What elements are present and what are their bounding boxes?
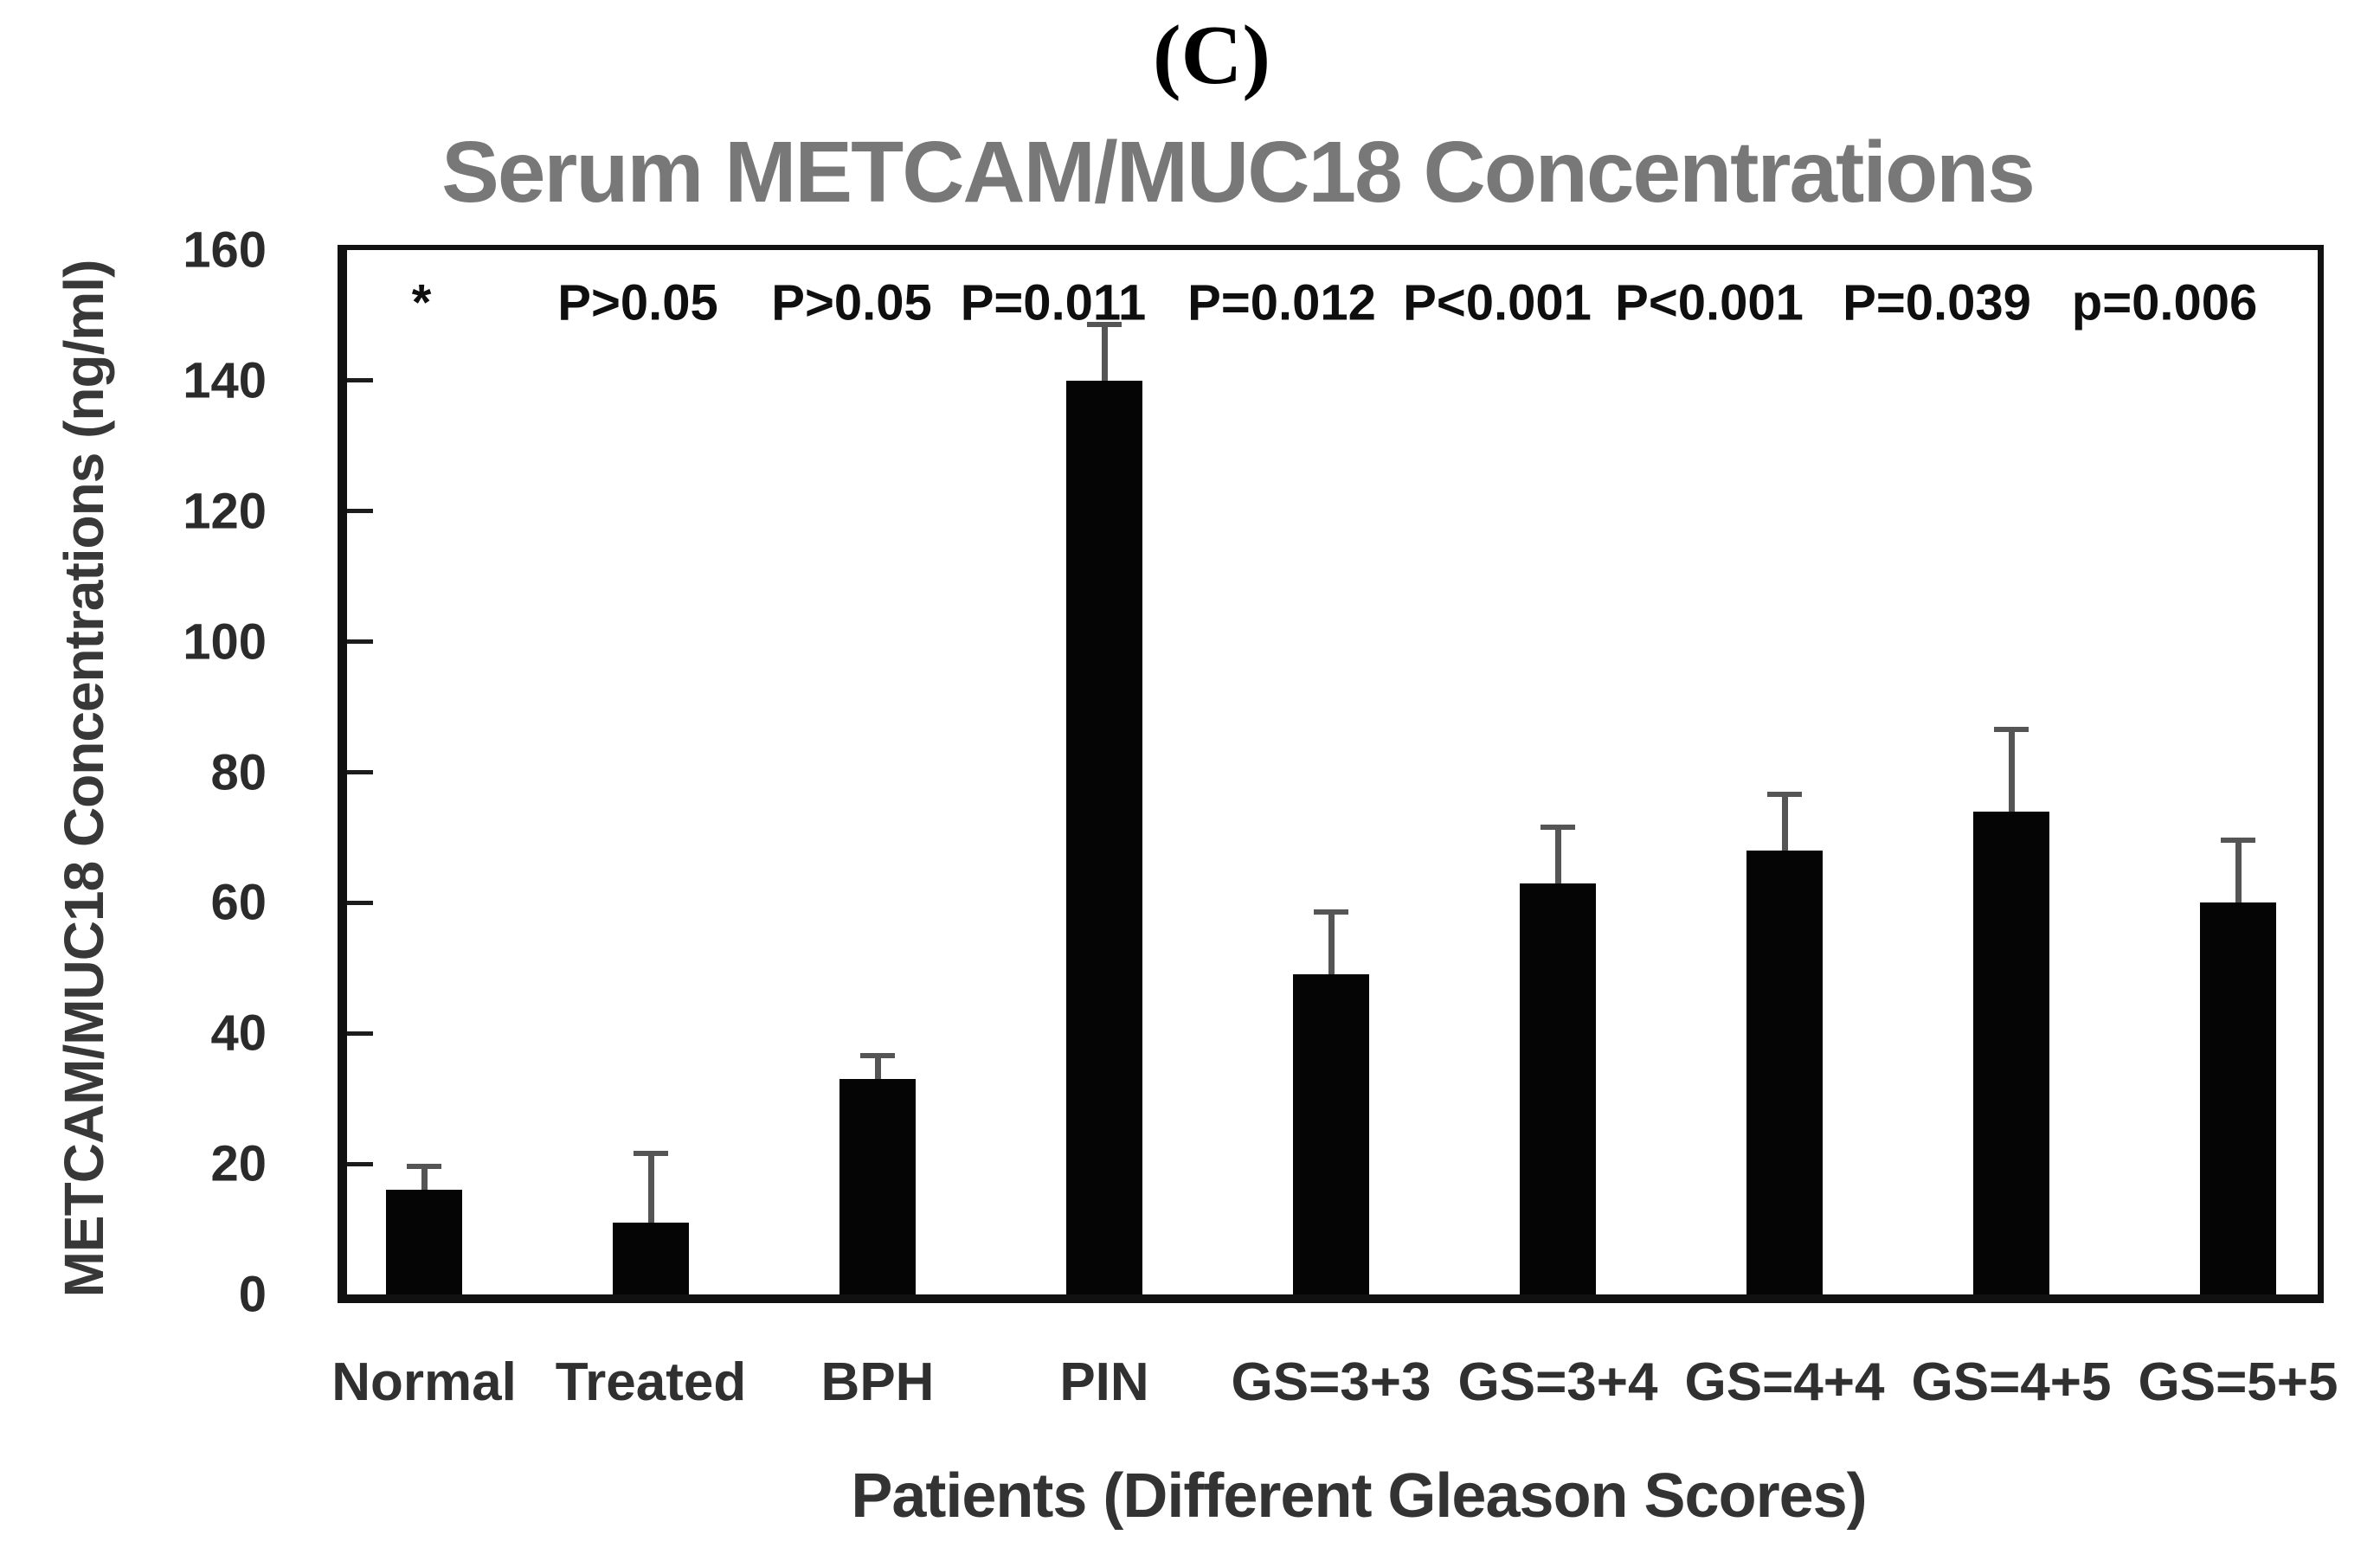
x-category-label: Treated: [555, 1352, 747, 1412]
error-bar-cap: [2221, 837, 2255, 843]
y-tick-mark: [347, 509, 373, 514]
error-bar: [1328, 909, 1335, 975]
p-value-annotation: P>0.05: [771, 274, 932, 331]
error-bar: [2008, 726, 2015, 812]
bar: [1520, 883, 1596, 1294]
error-bar: [1101, 321, 1108, 381]
bar: [613, 1223, 689, 1294]
bar: [386, 1190, 462, 1294]
y-tick-label: 0: [238, 1266, 267, 1323]
error-bar-cap: [407, 1164, 441, 1170]
chart-title: Serum METCAM/MUC18 Concentrations: [441, 124, 2036, 221]
y-tick-label: 100: [183, 613, 267, 671]
y-tick-mark: [347, 1161, 373, 1166]
error-bar: [647, 1151, 654, 1223]
p-value-annotation: *: [411, 274, 432, 331]
x-category-label: GS=4+4: [1684, 1352, 1885, 1412]
x-category-label: BPH: [820, 1352, 935, 1412]
error-bar: [421, 1164, 428, 1191]
x-category-label: Normal: [331, 1352, 517, 1412]
y-tick-mark: [347, 900, 373, 905]
error-bar: [2235, 837, 2242, 903]
p-value-annotation: p=0.006: [2071, 274, 2258, 331]
plot-area: [338, 245, 2324, 1303]
p-value-annotation: P<0.001: [1615, 274, 1804, 331]
bar: [1746, 851, 1823, 1294]
x-axis-category-labels: Normal Treated BPH PIN GS=3+3 GS=3+4 GS=4+4 GS=…: [0, 1352, 2380, 1429]
bar: [1293, 974, 1369, 1294]
p-value-annotation: P>0.05: [557, 274, 718, 331]
error-bar-cap: [1087, 321, 1122, 327]
y-tick-label: 80: [210, 744, 267, 800]
y-tick-label: 160: [183, 222, 267, 279]
bar: [839, 1079, 916, 1294]
error-bar: [1554, 824, 1561, 883]
x-category-label: GS=5+5: [2138, 1352, 2338, 1412]
p-value-annotation-row: * P>0.05 P>0.05 P=0.011 P=0.012 P<0.001 P<0.00…: [0, 260, 2380, 346]
panel-label: (C): [1152, 9, 1271, 102]
y-tick-label: 60: [210, 874, 267, 931]
x-category-label: PIN: [1059, 1352, 1149, 1412]
error-bar: [1781, 792, 1788, 851]
p-value-annotation: P<0.001: [1403, 274, 1592, 331]
error-bar-cap: [1541, 824, 1575, 830]
p-value-annotation: P=0.012: [1187, 274, 1376, 331]
error-bar-cap: [634, 1151, 668, 1157]
error-bar-cap: [1767, 792, 1802, 798]
error-bar-cap: [1994, 726, 2029, 732]
y-tick-label: 120: [183, 483, 267, 540]
bar: [2200, 902, 2276, 1294]
x-category-label: GS=3+4: [1457, 1352, 1658, 1412]
y-tick-label: 140: [183, 352, 267, 409]
error-bar-cap: [860, 1052, 895, 1058]
y-tick-label: 20: [210, 1135, 267, 1192]
p-value-annotation: P=0.039: [1843, 274, 2031, 331]
y-tick-mark: [347, 770, 373, 774]
x-category-label: GS=3+3: [1231, 1352, 1431, 1412]
y-axis-tick-labels: 0 20 40 60 80 100 120 140 160: [0, 222, 267, 1323]
y-tick-mark: [347, 639, 373, 645]
y-tick-label: 40: [210, 1005, 267, 1062]
bar: [1066, 380, 1142, 1294]
x-category-label: GS=4+5: [1911, 1352, 2112, 1412]
error-bar: [874, 1052, 881, 1080]
y-tick-mark: [347, 1031, 373, 1036]
p-value-annotation: P=0.011: [960, 274, 1147, 331]
x-axis-title: Patients (Different Gleason Scores): [851, 1461, 1867, 1531]
error-bar-cap: [1314, 909, 1348, 915]
bar: [1973, 811, 2049, 1294]
y-tick-mark: [347, 378, 373, 383]
